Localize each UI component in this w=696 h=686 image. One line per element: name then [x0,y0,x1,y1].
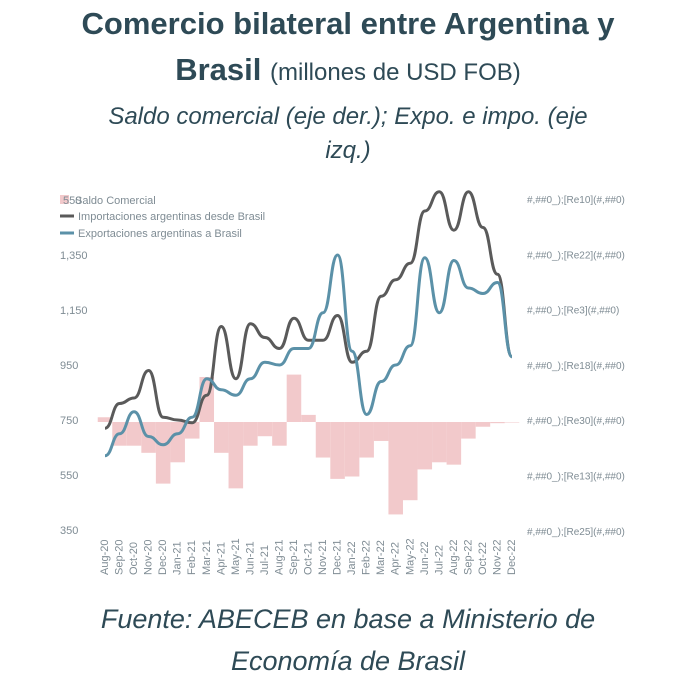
balance-bar [475,422,491,427]
balance-bar [446,422,462,465]
x-axis-tick: Jun-21 [244,541,256,575]
left-axis-tick: 950 [60,360,78,372]
x-axis-tick: Jul-22 [433,545,445,575]
right-axis-tick: #,##0_);[Re3](#,##0) [527,306,619,317]
x-axis-tick: Oct-20 [128,542,140,575]
balance-bar [126,422,142,446]
balance-bar [344,422,360,477]
left-axis-tick: 550 [60,470,78,482]
source-line2: Economía de Brasil [230,646,466,676]
x-axis-tick: Sep-20 [114,540,126,575]
balance-bar [97,417,113,422]
balance-bar [373,422,389,441]
legend-swatch-balance [60,195,69,204]
exports-line [104,253,514,458]
chart-title-line2: Brasil (millones de USD FOB) [0,52,696,88]
chart-title-line1: Comercio bilateral entre Argentina y [81,6,615,41]
chart-subtitle-line2: izq.) [325,137,371,164]
balance-bar [301,414,316,422]
balance-bar [388,422,403,515]
left-axis-tick: 1,150 [60,305,88,317]
chart-subtitle-line1: Saldo comercial (eje der.); Expo. e impo… [108,103,588,130]
chart-subtitle: Saldo comercial (eje der.); Expo. e impo… [40,100,656,168]
balance-bar [243,422,258,446]
x-axis-tick: Aug-22 [448,540,460,575]
x-axis-tick: Oct-21 [303,542,315,575]
right-axis-tick: #,##0_);[Re22](#,##0) [527,250,625,261]
x-axis-tick: Nov-20 [143,540,155,575]
x-axis-tick: May-22 [404,538,416,575]
x-axis-tick: Nov-21 [317,540,329,575]
balance-bar [490,422,505,424]
left-axis-tick: 350 [60,525,78,537]
x-axis-tick: May-21 [230,538,242,575]
balance-bar [315,422,331,458]
x-axis-tick: Feb-21 [186,540,198,575]
x-axis-tick: Apr-21 [215,542,227,575]
legend-stray-text: 550 [63,195,81,207]
chart-title-bold: Brasil [175,52,262,87]
balance-bar [272,422,287,446]
source-line1: Fuente: ABECEB en base a Ministerio de [100,604,596,634]
balance-bar [257,422,273,437]
balance-bar [417,422,433,470]
x-axis-tick: Jan-22 [346,541,358,575]
left-axis-tick: 1,350 [60,250,88,262]
x-axis-tick: Jun-22 [419,541,431,575]
x-axis-tick: Nov-22 [491,540,503,575]
x-axis-tick: Sep-21 [288,540,300,575]
x-axis-tick: Dec-22 [506,540,518,575]
balance-bar [432,422,447,463]
x-axis-tick: Sep-22 [462,540,474,575]
x-axis-tick: Dec-20 [157,540,169,575]
balance-bar [330,422,345,479]
balance-bar [228,422,244,489]
x-axis-tick: Oct-22 [477,542,489,575]
x-axis-tick: Mar-22 [375,540,387,575]
left-axis-tick: 750 [60,415,78,427]
balance-bar [402,422,418,501]
legend-label-balance: Saldo Comercial [75,195,156,207]
imports-line [104,190,514,430]
balance-bar [461,422,476,439]
x-axis-tick: Dec-21 [332,540,344,575]
x-axis-tick: Aug-21 [273,540,285,575]
x-axis-tick: Apr-22 [390,542,402,575]
x-axis-tick: Feb-22 [361,540,373,575]
balance-bar [155,422,171,484]
chart-source: Fuente: ABECEB en base a Ministerio de Ec… [20,598,676,682]
balance-bar [504,422,520,423]
right-axis-tick: #,##0_);[Re10](#,##0) [527,195,625,206]
x-axis-tick: Jul-21 [259,545,271,575]
legend-label-imports: Importaciones argentinas desde Brasil [78,211,265,223]
x-axis-tick: Mar-21 [201,540,213,575]
right-axis-tick: #,##0_);[Re30](#,##0) [527,416,625,427]
x-axis-tick: Aug-20 [99,540,111,575]
x-axis-tick: Jan-21 [172,541,184,575]
balance-bar [214,422,229,453]
right-axis-tick: #,##0_);[Re13](#,##0) [527,472,625,483]
legend-label-exports: Exportaciones argentinas a Brasil [78,228,242,240]
right-axis-tick: #,##0_);[Re25](#,##0) [527,527,625,538]
balance-bar [359,422,374,458]
balance-bar [286,374,302,422]
balance-bar [184,422,200,439]
chart-title-units: (millones de USD FOB) [270,59,521,86]
right-axis-tick: #,##0_);[Re18](#,##0) [527,361,625,372]
